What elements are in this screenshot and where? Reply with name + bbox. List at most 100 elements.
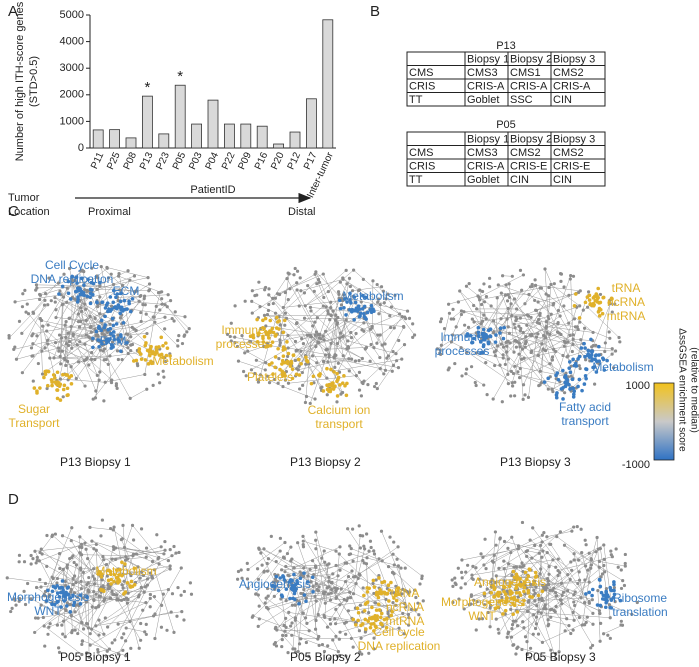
network-node [334, 634, 338, 638]
network-node [98, 295, 102, 299]
network-node [554, 591, 558, 595]
network-edge [593, 303, 611, 346]
network-node [405, 309, 410, 313]
bar [223, 123, 235, 149]
network-edge [362, 344, 405, 384]
network-node-highlight [591, 296, 596, 300]
network-node [510, 313, 514, 318]
network-edge [305, 550, 325, 618]
network-node-highlight [255, 340, 260, 344]
network-node-highlight [559, 387, 564, 391]
network-edge [291, 558, 311, 570]
network-node-highlight [523, 580, 527, 584]
network-node-highlight [577, 316, 582, 320]
network-node [547, 317, 551, 321]
network-node-highlight [279, 593, 284, 598]
network-node [148, 571, 153, 575]
network-node-highlight [567, 366, 572, 370]
network-edge [92, 559, 104, 577]
network-edge [542, 526, 574, 543]
network-node-highlight [574, 364, 579, 368]
network-node [69, 324, 73, 329]
network-node [372, 549, 376, 553]
network-node-highlight [612, 582, 616, 587]
network-node [76, 312, 81, 316]
network-node [286, 346, 290, 350]
network-node [544, 320, 548, 324]
network-node-highlight [120, 560, 124, 565]
network-node [538, 369, 542, 373]
network-node [81, 627, 86, 631]
network-node [65, 563, 69, 567]
network-node [311, 354, 315, 358]
network-node [293, 266, 297, 271]
network-node-highlight [88, 295, 93, 300]
network-node [245, 577, 250, 581]
network-node-highlight [374, 593, 379, 597]
network-node [417, 613, 421, 617]
network-node [363, 547, 367, 551]
network-node-highlight [106, 338, 111, 343]
network-edge [355, 593, 375, 609]
network-node [346, 344, 350, 349]
network-node [544, 324, 548, 329]
network-label: processes [435, 344, 490, 358]
network-node [272, 377, 277, 382]
network-node [553, 610, 557, 614]
network-node [393, 293, 397, 297]
network-node [361, 586, 365, 590]
network-node [65, 359, 70, 363]
network-edge [609, 604, 632, 615]
network [435, 267, 622, 404]
network-node [48, 622, 52, 626]
network-node [334, 353, 338, 357]
network-node-highlight [291, 353, 296, 357]
network-node [346, 574, 351, 579]
network-node-highlight [522, 589, 526, 594]
network-node-highlight [337, 298, 342, 303]
network-node-highlight [109, 572, 113, 577]
network-node [501, 353, 505, 357]
network-node [301, 534, 305, 538]
network-node [271, 580, 276, 584]
network-node [472, 303, 476, 308]
network-node-highlight [118, 567, 122, 572]
y-tick-label: 2000 [60, 89, 84, 101]
network-node [236, 569, 241, 574]
x-tick-label: P20 [269, 150, 287, 171]
network-node-highlight [561, 397, 565, 401]
network-node [392, 572, 396, 576]
network-node-highlight [149, 344, 153, 349]
network-node [100, 518, 105, 522]
network-node [52, 356, 56, 360]
network-label: Calcium ion [308, 403, 371, 417]
network-node [323, 353, 328, 357]
network-node [90, 605, 94, 609]
network-node [43, 581, 48, 586]
network-node [549, 648, 553, 652]
network-node [486, 610, 490, 615]
network-node-highlight [117, 577, 121, 582]
table-cell: CMS3 [467, 67, 498, 79]
network-node [129, 335, 133, 339]
network-node-highlight [290, 376, 295, 381]
network-node [331, 638, 335, 642]
network-node-highlight [487, 600, 492, 605]
network-node-highlight [532, 581, 536, 585]
network-node-highlight [69, 374, 74, 378]
network-node [375, 282, 379, 287]
network-node [152, 315, 156, 319]
network-node [513, 364, 517, 368]
network-edge [543, 589, 594, 625]
network-node [541, 333, 546, 338]
network-node [137, 299, 141, 303]
network-node [590, 345, 594, 349]
network-node-highlight [90, 288, 94, 292]
network-node-highlight [572, 392, 576, 397]
network-node [91, 397, 95, 401]
network-node [60, 336, 64, 340]
network-node [7, 334, 11, 338]
network-node-highlight [377, 576, 381, 580]
network-node-highlight [109, 331, 113, 336]
network-node [153, 636, 157, 641]
